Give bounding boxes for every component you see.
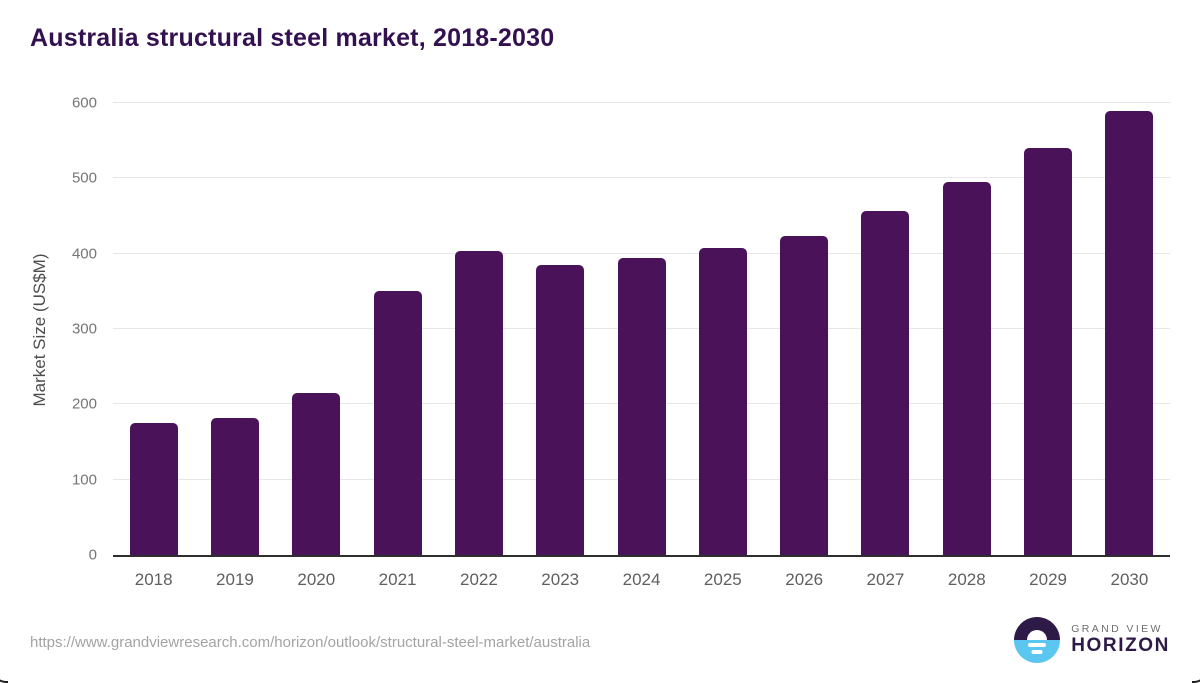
x-label-2024: 2024 (622, 570, 661, 589)
bar-2025 (698, 248, 747, 555)
reflection-bar-2 (1031, 650, 1043, 654)
x-axis-labels: 2018 2019 2020 2021 2022 2023 2024 2025 2026 2027… (113, 563, 1170, 590)
bar-slot-2024 (601, 103, 682, 555)
bar-2024 (617, 258, 666, 555)
bar-slot-2022 (438, 103, 519, 555)
sun-dome-shape (1027, 630, 1048, 640)
bar-2027 (861, 211, 910, 555)
x-label-2030: 2030 (1110, 570, 1149, 589)
grand-view-horizon-logo: GRAND VIEW HORIZON (1014, 617, 1170, 663)
bar-2029 (1024, 148, 1073, 555)
bar-2021 (373, 291, 422, 555)
gridline-400 (113, 252, 1170, 254)
y-tick-500: 500 (71, 169, 97, 187)
x-label-2022: 2022 (459, 570, 498, 589)
card-corner-bottom-right (1192, 667, 1200, 683)
x-label-2025: 2025 (703, 570, 742, 589)
chart-title: Australia structural steel market, 2018-… (30, 24, 555, 52)
x-label-2027: 2027 (866, 570, 905, 589)
bar-slot-2020 (276, 103, 357, 555)
logo-text-horizon: HORIZON (1071, 635, 1170, 657)
y-tick-0: 0 (88, 546, 97, 564)
y-tick-400: 400 (71, 245, 97, 263)
bar-slot-2021 (357, 103, 438, 555)
bar-slot-2030 (1089, 103, 1170, 555)
bar-2022 (454, 250, 503, 555)
x-label-2029: 2029 (1029, 570, 1067, 589)
bar-2030 (1105, 110, 1154, 555)
gridline-600 (113, 102, 1170, 103)
bar-chart-plot-area: 0 100 200 300 400 500 600 (72, 95, 1170, 564)
x-label-2028: 2028 (947, 570, 986, 589)
bar-2019 (210, 417, 259, 555)
y-tick-600: 600 (71, 94, 97, 112)
y-tick-100: 100 (71, 471, 97, 489)
bars-container (113, 103, 1170, 555)
bar-2026 (780, 235, 829, 555)
y-tick-300: 300 (71, 320, 97, 338)
reflection-bar-1 (1028, 643, 1047, 647)
bar-2023 (536, 264, 585, 555)
bar-slot-2029 (1007, 103, 1088, 555)
logo-text: GRAND VIEW HORIZON (1071, 623, 1170, 657)
x-label-2026: 2026 (785, 570, 824, 589)
gridline-500 (113, 177, 1170, 179)
bar-2028 (942, 182, 991, 555)
card-corner-bottom-left (0, 667, 8, 683)
card-corner-top-left (0, 0, 8, 8)
card-corner-top-right (1192, 0, 1200, 8)
x-label-2018: 2018 (134, 570, 173, 589)
logo-text-grand-view: GRAND VIEW (1071, 623, 1163, 636)
bar-slot-2025 (682, 103, 763, 555)
bar-slot-2019 (194, 103, 275, 555)
x-label-2019: 2019 (216, 570, 254, 589)
x-label-2021: 2021 (378, 570, 417, 589)
source-url: https://www.grandviewresearch.com/horizo… (30, 634, 591, 651)
y-tick-200: 200 (71, 395, 97, 413)
x-label-2020: 2020 (297, 570, 336, 589)
bar-slot-2023 (520, 103, 601, 555)
bar-slot-2028 (926, 103, 1007, 555)
bar-2020 (292, 393, 341, 555)
bar-slot-2027 (845, 103, 926, 555)
bar-2018 (129, 423, 178, 555)
x-label-2023: 2023 (541, 570, 580, 589)
bar-slot-2018 (113, 103, 194, 555)
horizon-sunrise-icon (1014, 617, 1061, 663)
bar-slot-2026 (764, 103, 845, 555)
y-axis-label: Market Size (US$M) (30, 253, 49, 407)
